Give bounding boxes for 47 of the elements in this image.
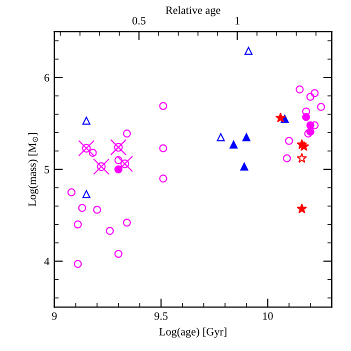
point	[159, 144, 168, 152]
point	[159, 102, 168, 110]
point	[230, 140, 238, 149]
point	[244, 46, 253, 55]
point	[122, 218, 131, 227]
point	[67, 188, 76, 196]
point	[78, 140, 95, 156]
point	[114, 156, 122, 164]
point	[88, 148, 97, 157]
point	[159, 174, 168, 183]
point	[317, 102, 326, 111]
y-axis-title: Log(mass) [M$_{⊙}$]	[28, 132, 38, 206]
point	[78, 204, 86, 212]
point	[242, 133, 250, 142]
point	[93, 158, 110, 175]
x-axis-title: Log(age) [Gyr]	[159, 328, 226, 338]
point	[275, 112, 286, 122]
point	[282, 154, 291, 162]
x-tick-label: 9.5	[154, 312, 168, 320]
x2-axis-title: Relative age	[166, 6, 220, 16]
x-tick-label: 9	[52, 312, 57, 320]
y-tick-label: 6	[44, 74, 50, 82]
point	[306, 121, 314, 130]
y-tick-label: 5	[44, 166, 50, 174]
x-tick-label: 10	[263, 312, 273, 320]
point	[122, 130, 131, 138]
point	[310, 89, 319, 98]
point	[82, 190, 90, 198]
point	[116, 156, 133, 172]
x2-tick-label: 0.5	[132, 16, 146, 25]
point	[114, 250, 122, 258]
point	[240, 162, 248, 171]
point	[302, 112, 310, 122]
point	[296, 152, 308, 163]
point	[74, 220, 82, 228]
point	[306, 92, 314, 101]
point	[296, 85, 304, 94]
point	[110, 139, 127, 156]
x2-tick-label: 1	[236, 17, 240, 24]
point	[296, 203, 308, 214]
point	[74, 260, 82, 268]
point	[93, 206, 102, 214]
y-tick-label: 4	[44, 258, 50, 266]
point	[285, 136, 294, 145]
point	[216, 133, 225, 142]
point	[82, 116, 90, 125]
point	[106, 226, 114, 235]
